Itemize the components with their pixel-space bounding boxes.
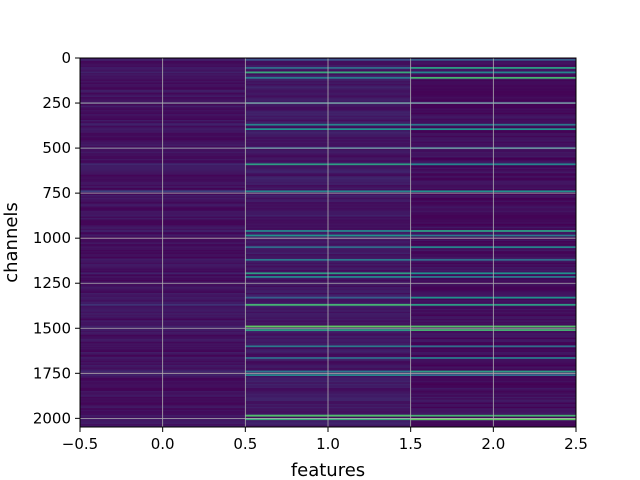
x-axis-label: features (291, 460, 365, 480)
y-tick-label: 750 (42, 184, 71, 202)
x-tick-label: −0.5 (62, 435, 98, 453)
x-tick-label: 0.0 (151, 435, 175, 453)
x-axis: −0.5 0.0 0.5 1.0 1.5 2.0 2.5 (62, 427, 588, 453)
x-tick-label: 2.0 (481, 435, 505, 453)
y-tick-label: 0 (61, 49, 71, 67)
y-axis-label: channels (1, 202, 22, 283)
y-axis: 0 250 500 750 1000 1250 1500 1750 2000 (33, 49, 80, 427)
y-tick-label: 1750 (33, 364, 71, 382)
x-tick-label: 0.5 (233, 435, 257, 453)
x-tick-label: 2.5 (564, 435, 588, 453)
y-tick-label: 1000 (33, 229, 71, 247)
y-tick-label: 500 (42, 139, 71, 157)
y-tick-label: 1250 (33, 274, 71, 292)
plot-area (79, 57, 577, 428)
y-tick-label: 1500 (33, 319, 71, 337)
y-tick-label: 250 (42, 94, 71, 112)
x-tick-label: 1.0 (316, 435, 340, 453)
x-tick-label: 1.5 (399, 435, 423, 453)
y-tick-label: 2000 (33, 409, 71, 427)
